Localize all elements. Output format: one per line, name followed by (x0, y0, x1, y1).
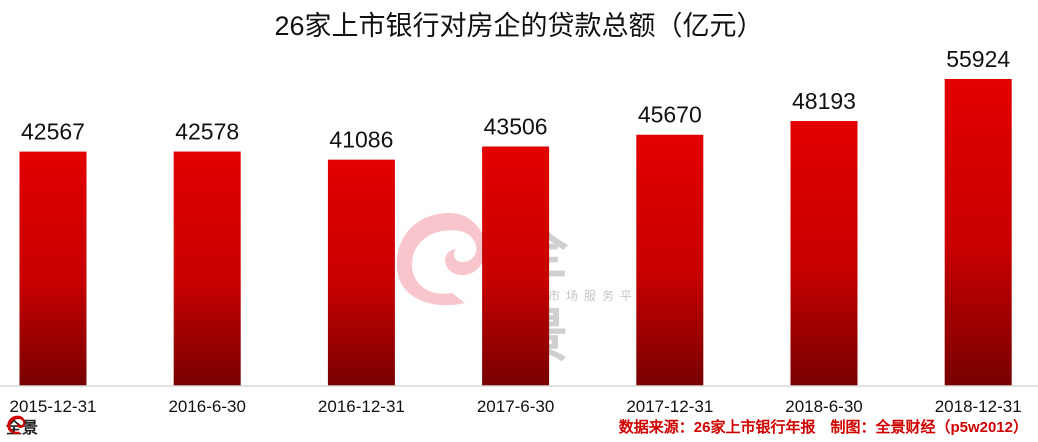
data-label: 48193 (792, 88, 856, 114)
data-label: 42567 (21, 119, 85, 145)
x-tick-label: 2016-6-30 (168, 397, 246, 416)
x-tick-label: 2017-6-30 (477, 397, 555, 416)
logo-icon (7, 415, 26, 435)
bar (482, 146, 550, 386)
bar (19, 151, 87, 386)
x-tick-label: 2018-12-31 (935, 397, 1022, 416)
data-label: 55924 (946, 46, 1010, 72)
data-label: 43506 (484, 114, 548, 140)
data-label: 45670 (638, 102, 702, 128)
source-note: 数据来源：26家上市银行年报 制图：全景财经（p5w2012） (618, 419, 1028, 436)
bar (636, 134, 704, 386)
brand-logo: 全景 (6, 414, 38, 438)
data-label: 41086 (329, 127, 393, 153)
x-tick-label: 2016-12-31 (318, 397, 405, 416)
bar (790, 121, 858, 386)
bar (327, 159, 395, 386)
x-tick-label: 2015-12-31 (10, 397, 97, 416)
data-label: 42578 (175, 119, 239, 145)
chart-title: 26家上市银行对房企的贷款总额（亿元） (274, 11, 764, 41)
x-tick-label: 2018-6-30 (785, 397, 863, 416)
bar (173, 151, 241, 386)
bar (944, 79, 1012, 386)
x-tick-label: 2017-12-31 (626, 397, 713, 416)
